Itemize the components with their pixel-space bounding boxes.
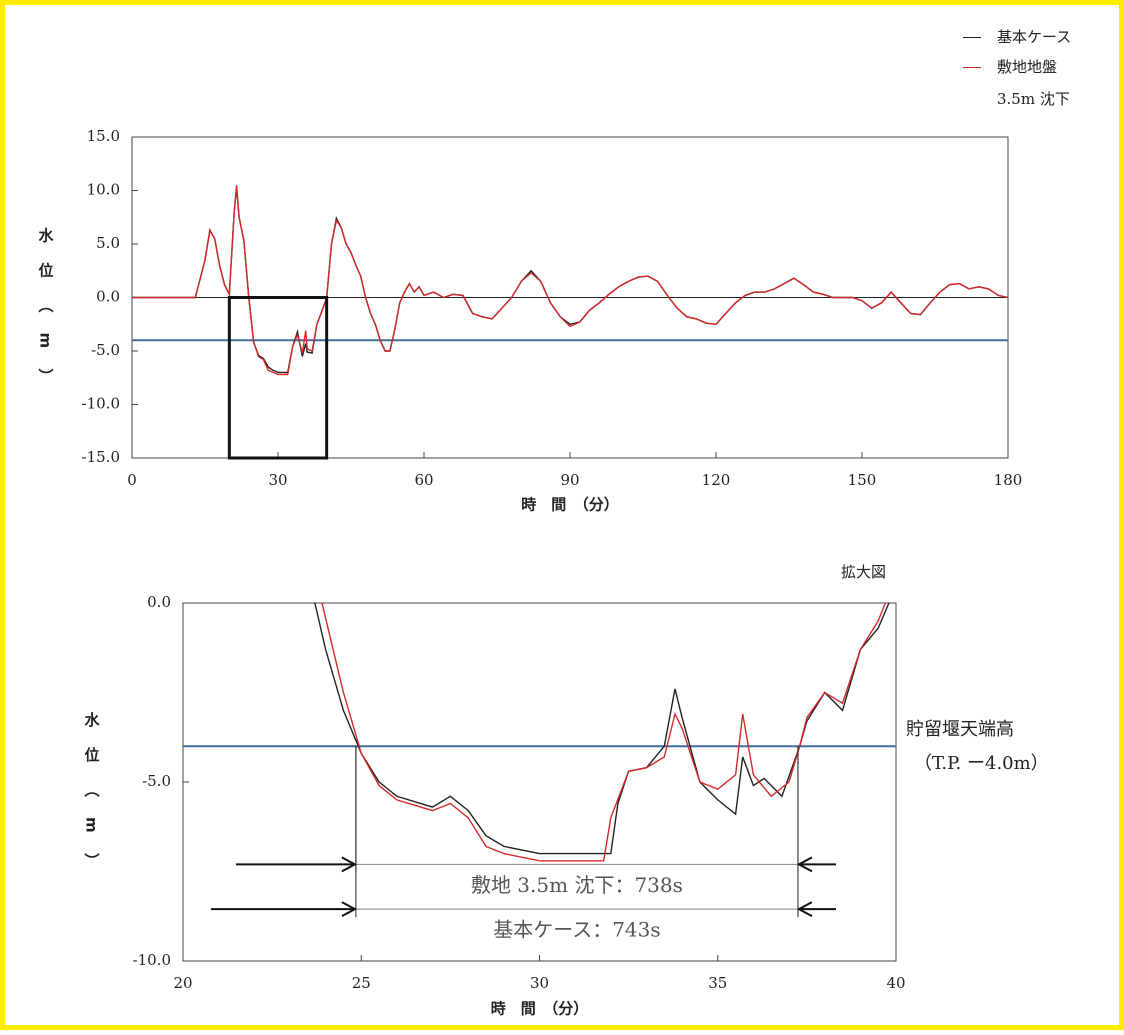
x-axis-label: 時 間 （分）: [521, 496, 619, 514]
x-tick-label: 35: [708, 974, 727, 992]
span-arrow-head: [796, 856, 813, 873]
span-label: 基本ケース：743s: [493, 918, 660, 942]
series-line: [132, 185, 1009, 376]
x-tick-label: 60: [414, 471, 433, 489]
legend-swatch: [963, 67, 981, 68]
span-label: 敷地 3.5m 沈下：738s: [471, 873, 683, 897]
y-tick-label: -5.0: [142, 772, 171, 790]
series-line: [321, 602, 886, 862]
series-line: [314, 602, 890, 855]
x-axis-label: 時 間 （分）: [491, 1000, 589, 1018]
span-arrow-head: [796, 901, 813, 917]
y-tick-label: 15.0: [87, 127, 120, 145]
y-axis-label: 水位（m）: [83, 711, 101, 887]
x-tick-label: 120: [702, 471, 731, 489]
y-axis-label: 水位（m）: [37, 227, 55, 403]
legend-label: 敷地地盤 3.5m 沈下: [997, 58, 1070, 108]
threshold-label: （T.P. ー4.0m）: [914, 753, 1049, 774]
y-tick-label: 10.0: [87, 181, 120, 199]
series-line: [132, 187, 1009, 374]
y-tick-label: 5.0: [96, 234, 120, 252]
charts: -15.0 -10.0 -5.0 0.0 5.0 10.0 15.0 0 30 60 90 120 15…: [37, 127, 1049, 1018]
span-arrow-head: [341, 856, 358, 873]
legend-swatch: [963, 37, 981, 38]
x-tick-label: 40: [886, 974, 905, 992]
x-tick-label: 30: [268, 471, 287, 489]
x-tick-label: 150: [848, 471, 877, 489]
y-tick-label: -10.0: [82, 395, 120, 413]
zoom-box: [227, 296, 329, 460]
x-tick-label: 90: [560, 471, 579, 489]
x-tick-label: 20: [173, 974, 192, 992]
x-tick-label: 30: [530, 974, 549, 992]
span-arrow-head: [341, 901, 358, 917]
legend-label: 基本ケース: [997, 28, 1072, 46]
x-tick-label: 25: [352, 974, 371, 992]
x-tick-label: 0: [127, 471, 137, 489]
y-tick-label: -5.0: [91, 341, 120, 359]
y-tick-label: -15.0: [82, 448, 120, 466]
x-tick-label: 180: [994, 471, 1023, 489]
chart-title: 拡大図: [841, 563, 886, 581]
y-tick-label: 0.0: [147, 593, 171, 611]
threshold-label: 貯留堰天端高: [906, 719, 1014, 740]
y-tick-label: 0.0: [96, 288, 120, 306]
y-tick-label: -10.0: [133, 951, 171, 969]
